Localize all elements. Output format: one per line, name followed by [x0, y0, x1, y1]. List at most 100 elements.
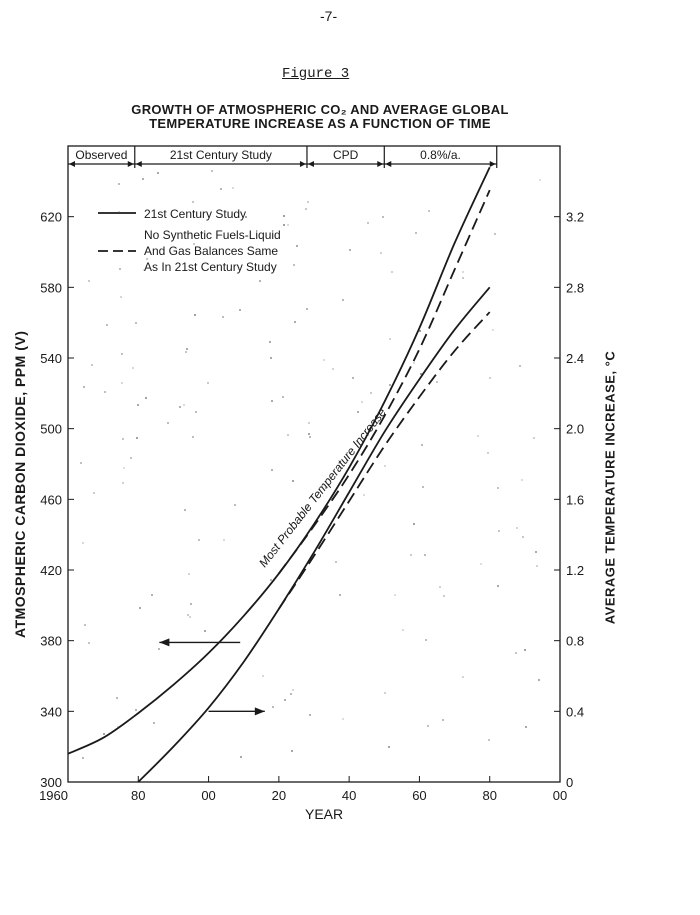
scan-speckle — [83, 385, 86, 388]
scan-speckle — [87, 641, 90, 644]
scan-speckle — [322, 358, 325, 361]
scan-speckle — [116, 697, 119, 700]
y2-tick-label: 3.2 — [566, 210, 584, 225]
period-arrow-right — [299, 161, 306, 167]
x-axis-label: YEAR — [305, 806, 344, 822]
annotations: Most Probable Temperature Increase — [159, 405, 389, 716]
period-label: CPD — [333, 148, 359, 162]
scan-speckle — [525, 726, 528, 729]
scan-speckle — [423, 554, 426, 557]
scan-speckle — [342, 718, 345, 721]
scan-speckle — [462, 271, 465, 274]
scan-speckle — [117, 182, 120, 185]
x-tick-label: 80 — [482, 788, 496, 803]
scan-speckle — [83, 623, 86, 626]
scan-speckle — [156, 171, 159, 174]
scan-speckle — [222, 539, 225, 542]
y-tick-label: 420 — [40, 563, 62, 578]
y-tick-label: 380 — [40, 634, 62, 649]
scan-speckle — [268, 340, 271, 343]
period-arrow-left — [307, 161, 314, 167]
scan-speckle — [269, 357, 272, 360]
scan-speckle — [197, 539, 200, 542]
y-tick-label: 580 — [40, 280, 62, 295]
scan-speckle — [388, 746, 391, 749]
scan-speckle — [413, 361, 416, 364]
period-arrow-right — [489, 161, 496, 167]
scan-speckle — [287, 433, 290, 436]
scan-speckle — [146, 258, 149, 261]
scan-speckle — [207, 381, 209, 384]
scan-speckle — [419, 330, 422, 333]
scan-speckle — [496, 584, 499, 587]
scan-speckle — [384, 464, 387, 467]
scan-speckle — [389, 338, 392, 341]
scan-speckle — [121, 381, 124, 384]
scan-speckle — [116, 725, 119, 728]
scan-speckle — [192, 200, 195, 203]
scan-speckle — [130, 456, 133, 459]
y-tick-label: 300 — [40, 775, 62, 790]
scan-speckle — [282, 396, 285, 399]
x-axis: 1960 80 00 20 40 60 80 00 — [39, 776, 567, 803]
series-line-1 — [67, 166, 491, 755]
scan-speckle — [106, 324, 109, 327]
legend-label-dashed-line: As In 21st Century Study — [144, 260, 277, 274]
scan-speckle — [188, 573, 191, 576]
y2-tick-label: 0.8 — [566, 634, 584, 649]
scan-speckle — [282, 223, 285, 226]
arrow-left-head — [159, 638, 170, 647]
y2-tick-label: 1.6 — [566, 492, 584, 507]
plot-frame — [67, 145, 561, 783]
scan-speckle — [195, 411, 198, 414]
scan-speckle — [533, 437, 536, 440]
scan-speckle — [362, 494, 365, 497]
scan-speckle — [134, 322, 137, 325]
scan-speckle — [293, 320, 296, 323]
scan-speckle — [81, 541, 84, 544]
scan-speckle — [190, 603, 193, 606]
scan-speckle — [142, 268, 145, 271]
scan-speckle — [383, 691, 386, 694]
scan-speckle — [182, 404, 185, 407]
scan-speckle — [270, 400, 273, 403]
period-label: 0.8%/a. — [420, 148, 461, 162]
scan-speckle — [121, 481, 124, 484]
scan-speckle — [178, 406, 181, 409]
period-label: Observed — [75, 148, 127, 162]
scan-speckle — [138, 607, 141, 610]
period-bar: Observed 21st Century Study CPD 0.8%/a. — [68, 146, 498, 168]
scan-speckle — [184, 509, 187, 512]
scan-speckle — [341, 299, 344, 302]
plot-border — [67, 145, 561, 783]
scan-speckle — [515, 651, 518, 654]
scan-speckle — [271, 706, 274, 709]
scan-speckle — [269, 578, 272, 581]
series-line-2 — [278, 189, 491, 575]
y-axis: 300 340 380 420 460 500 540 580 620 — [40, 210, 74, 790]
scan-speckle — [324, 486, 327, 489]
scan-speckle — [103, 733, 106, 736]
scan-speckle — [122, 438, 125, 441]
scan-speckle — [118, 211, 121, 214]
y2-tick-label: 2.4 — [566, 351, 584, 366]
scan-speckle — [487, 738, 490, 741]
period-arrow-right — [127, 161, 134, 167]
scan-speckle — [291, 479, 294, 482]
scan-speckle — [391, 271, 394, 274]
scan-speckle — [461, 277, 464, 280]
y-tick-label: 620 — [40, 210, 62, 225]
scan-speckle — [103, 391, 106, 394]
page-number: -7- — [320, 8, 338, 24]
scan-speckle — [486, 452, 489, 455]
arrow-right-head — [254, 707, 265, 716]
series-line-4 — [278, 311, 491, 610]
scan-speckle — [192, 435, 195, 438]
scan-speckle — [477, 434, 480, 437]
legend: 21st Century Study No Synthetic Fuels-Liq… — [98, 207, 281, 274]
scan-speckle — [442, 718, 445, 721]
x-tick-label: 80 — [131, 788, 145, 803]
scan-speckle — [389, 384, 392, 387]
scan-speckle — [497, 529, 500, 532]
